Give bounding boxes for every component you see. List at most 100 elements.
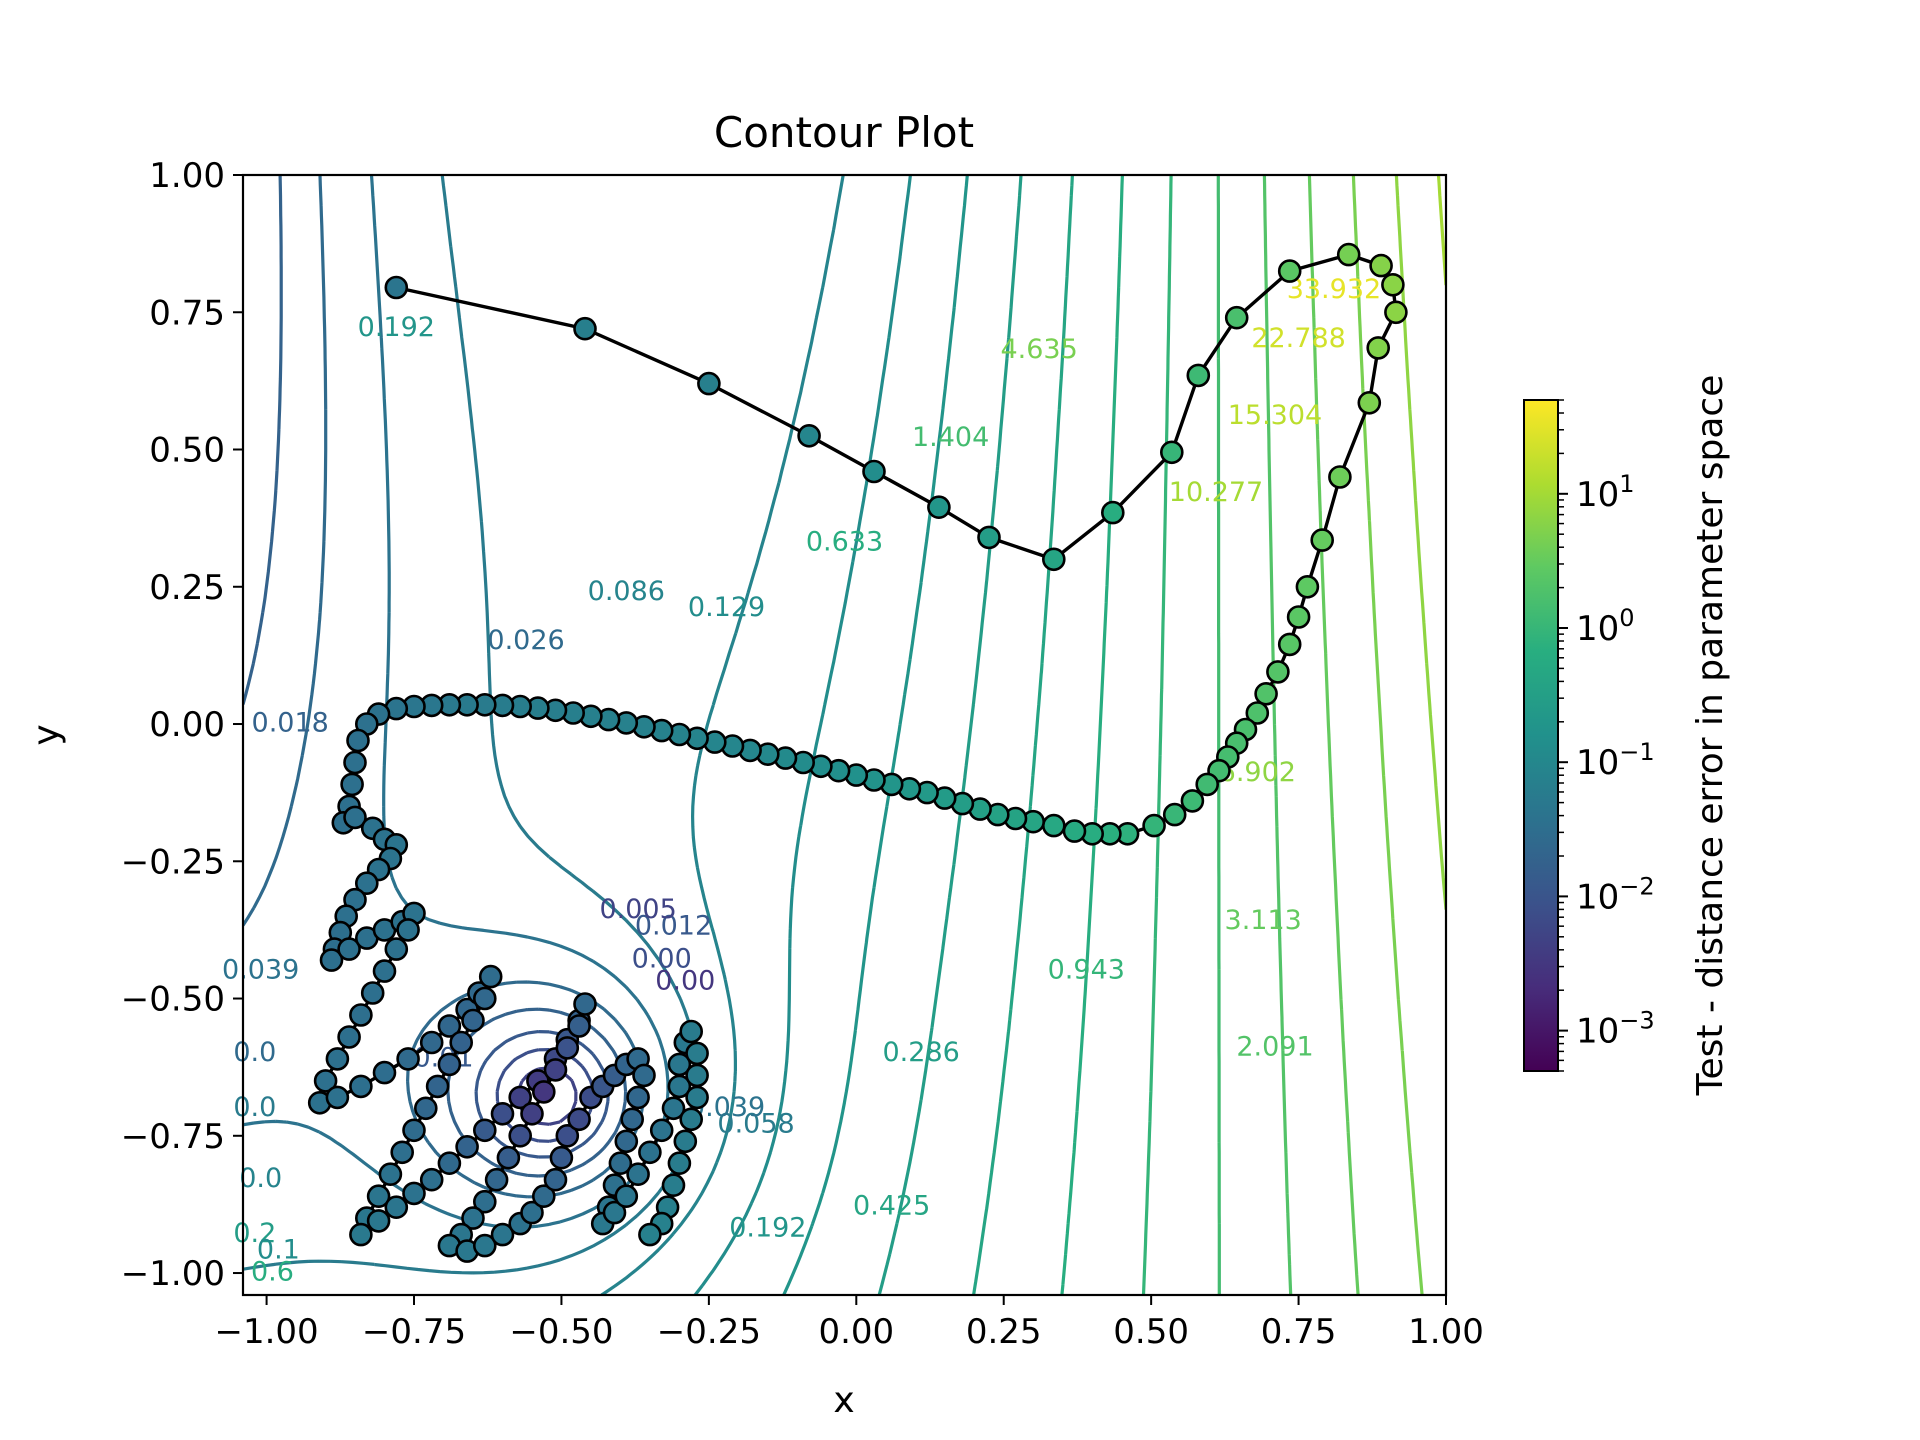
trajectory-point [343, 805, 367, 830]
trajectory-point [1357, 390, 1382, 415]
trajectory-point [384, 275, 409, 300]
trajectory-point [340, 772, 364, 797]
trajectory-point [372, 1060, 397, 1085]
y-axis-ticks: −1.00 −0.75 −0.50 −0.25 0.00 0.25 0.50 0.75 1.00 [121, 156, 243, 1294]
contour-label: 0.00 [632, 944, 692, 975]
trajectory-point [425, 1074, 450, 1099]
trajectory-point [673, 1129, 698, 1154]
trajectory-point [632, 1063, 656, 1088]
trajectory-point [1101, 500, 1125, 525]
contour-label: 1.404 [912, 422, 989, 453]
contour-label: 0.286 [883, 1037, 960, 1068]
trajectory-point [543, 1167, 568, 1192]
trajectory-point [349, 1003, 373, 1027]
trajectory-point [520, 1200, 544, 1225]
trajectory-point [667, 1151, 692, 1175]
colorbar-tick-label: 10−3 [1576, 1007, 1655, 1052]
y-tick-label: 0.75 [149, 293, 225, 333]
x-axis-ticks: −1.00 −0.75 −0.50 −0.25 0.00 0.25 0.50 0.75 1.00 [214, 1295, 1484, 1352]
trajectory-point [555, 1124, 580, 1148]
trajectory-point [402, 1118, 426, 1143]
trajectory-point [437, 1014, 462, 1038]
y-tick-label: 1.00 [149, 156, 225, 196]
trajectory-point [797, 423, 821, 448]
x-tick-label: 0.00 [818, 1312, 894, 1352]
trajectory-point [419, 1030, 444, 1055]
trajectory-point [472, 1189, 497, 1214]
x-tick-label: −1.00 [214, 1312, 318, 1352]
colorbar-tick-label: 100 [1576, 604, 1635, 649]
trajectory-point [343, 750, 367, 775]
trajectory-point [1186, 363, 1211, 388]
contour-label: 0.018 [252, 708, 329, 739]
x-tick-label: 0.25 [966, 1312, 1042, 1352]
trajectory-point [1245, 701, 1270, 725]
contour-label: 0.0 [233, 1037, 276, 1068]
trajectory-point [1336, 242, 1361, 267]
trajectory-point [478, 964, 503, 989]
contour-label: 22.788 [1251, 323, 1345, 354]
trajectory-point [1277, 632, 1302, 657]
trajectory-point [620, 1107, 645, 1132]
trajectory-point [472, 1233, 497, 1258]
trajectory-point [573, 316, 597, 341]
contour-label: 0.0 [239, 1163, 282, 1194]
contour-label: 0.026 [487, 625, 564, 656]
trajectory-point [638, 1222, 662, 1247]
trajectory-point [1160, 440, 1184, 465]
trajectory-point [661, 1173, 686, 1197]
trajectory-point [378, 1162, 403, 1186]
contour-line [1351, 175, 1424, 1295]
trajectory-point [679, 1107, 704, 1132]
contour-label: 3.113 [1225, 905, 1302, 936]
trajectory-point [667, 1052, 692, 1077]
trajectory-point [685, 1085, 709, 1110]
trajectory-point [337, 937, 361, 961]
contour-line [1141, 175, 1173, 1295]
trajectory-point [1328, 465, 1352, 489]
y-tick-label: 0.25 [149, 568, 225, 608]
contour-label: 0.012 [635, 911, 712, 942]
contour-line [1216, 175, 1221, 1295]
y-axis-label: y [26, 724, 67, 745]
trajectory-point [490, 1222, 515, 1247]
trajectory-point [573, 992, 597, 1016]
trajectory-point [346, 728, 370, 753]
trajectory-point [313, 1069, 338, 1093]
trajectory-point [626, 1085, 650, 1110]
trajectory-point [679, 1019, 704, 1044]
contour-label: 0.086 [588, 576, 665, 607]
trajectory-point [484, 1167, 509, 1192]
trajectory-point [496, 1145, 521, 1170]
trajectory-point [384, 1195, 409, 1219]
trajectory-point [1266, 660, 1290, 684]
x-tick-label: 1.00 [1408, 1312, 1484, 1352]
trajectory-point [349, 1074, 373, 1099]
trajectory-point [366, 1209, 391, 1233]
trajectory-point [349, 1222, 373, 1247]
trajectory-point [626, 1162, 650, 1186]
trajectory-point [360, 981, 385, 1005]
trajectory-point [461, 1206, 485, 1230]
colorbar-tick-label: 101 [1576, 470, 1635, 515]
trajectory-point [1310, 528, 1334, 552]
y-tick-label: −0.50 [121, 980, 225, 1020]
trajectory-point [1142, 813, 1166, 838]
trajectory-point [638, 1140, 662, 1165]
trajectory-point [325, 1085, 350, 1110]
trajectory-point [1062, 819, 1087, 843]
trajectory-point [1295, 574, 1320, 599]
colorbar-tick-label: 10−2 [1576, 872, 1655, 917]
trajectory-point [419, 1167, 444, 1192]
trajectory-point [927, 495, 951, 520]
x-tick-label: −0.75 [362, 1312, 466, 1352]
contour-line [693, 175, 912, 1295]
trajectory-point [531, 1184, 556, 1208]
trajectory-point [1162, 802, 1187, 827]
trajectory-point [661, 1096, 686, 1121]
contour-line [1060, 175, 1124, 1295]
contour-label: 0.943 [1048, 955, 1125, 986]
trajectory-point [602, 1200, 627, 1225]
plot-frame [241, 173, 1448, 1297]
